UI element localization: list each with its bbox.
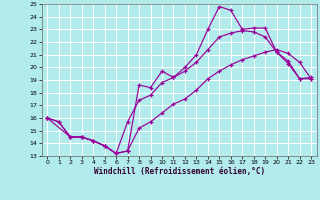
X-axis label: Windchill (Refroidissement éolien,°C): Windchill (Refroidissement éolien,°C)	[94, 167, 265, 176]
